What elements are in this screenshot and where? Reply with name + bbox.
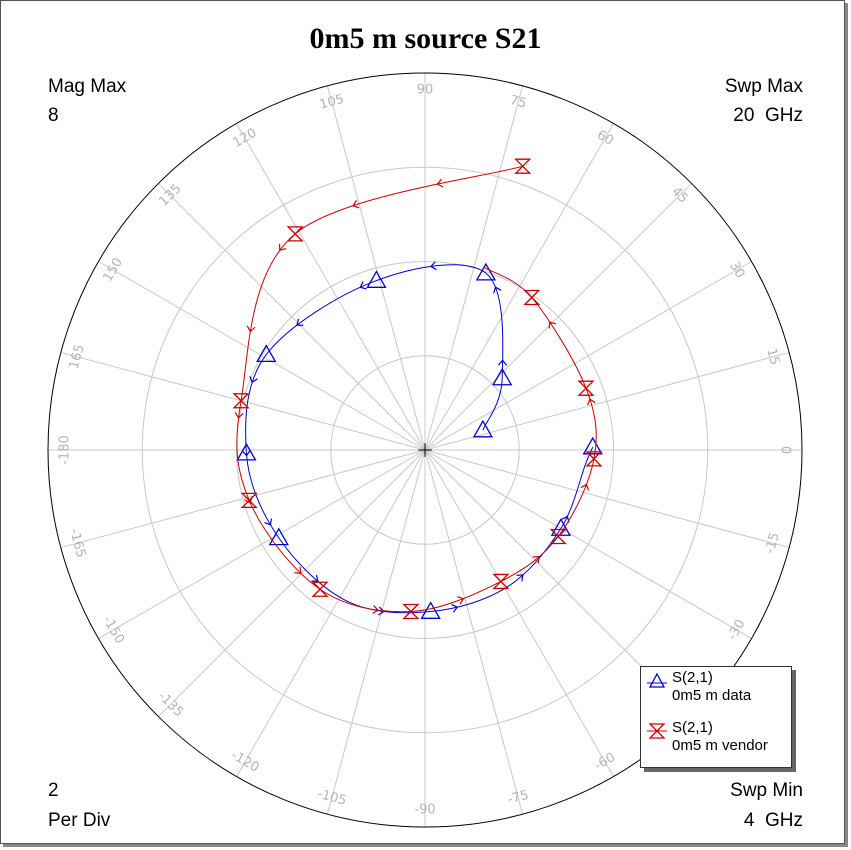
legend-entry-data: S(2,1) 0m5 m data (641, 667, 791, 715)
direction-arrow (378, 606, 385, 616)
angle-tick-label: -75 (506, 788, 530, 808)
data-marker (366, 270, 387, 288)
angle-tick-label: 120 (230, 126, 259, 151)
data-marker (523, 289, 541, 306)
data-marker (472, 419, 494, 438)
direction-arrow (587, 398, 596, 406)
direction-arrow (451, 603, 459, 613)
legend-entry-vendor: S(2,1) 0m5 m vendor (641, 717, 791, 765)
direction-arrow (311, 574, 319, 582)
data-marker (550, 518, 572, 536)
angle-tick-label: -150 (99, 613, 127, 646)
angle-tick-label: -15 (763, 531, 783, 555)
angle-tick-label: -180 (58, 435, 73, 465)
angle-tick-label: -120 (228, 748, 261, 776)
legend-series-name: S(2,1) (672, 669, 713, 686)
direction-arrow (429, 261, 437, 271)
data-marker (585, 451, 603, 467)
direction-arrow (580, 483, 590, 491)
grid-circle (330, 355, 520, 545)
data-marker (582, 436, 603, 455)
angle-tick-label: -30 (725, 617, 749, 643)
direction-arrow (493, 286, 502, 294)
direction-arrow (532, 556, 541, 564)
data-marker (549, 528, 567, 545)
data-marker (311, 581, 329, 597)
data-marker (286, 226, 304, 242)
swp-min-value: 4 GHz (743, 810, 803, 831)
hourglass-marker-icon (647, 723, 667, 739)
legend-series-description: 0m5 m vendor (672, 737, 768, 754)
data-marker (268, 527, 289, 546)
data-marker (402, 603, 420, 620)
data-marker (492, 367, 513, 386)
angle-tick-label: -105 (316, 787, 348, 809)
direction-arrow (296, 318, 304, 326)
legend: S(2,1) 0m5 m data S(2,1) 0m5 m vendor (640, 666, 792, 768)
chart-title: 0m5 m source S21 (309, 22, 542, 55)
mag-max-label: Mag Max (48, 76, 127, 97)
direction-arrow (372, 605, 379, 615)
grid-circle (141, 166, 709, 734)
legend-series-name: S(2,1) (672, 719, 713, 736)
direction-arrow (516, 574, 524, 582)
direction-arrow (498, 359, 508, 366)
direction-arrow (278, 243, 287, 252)
grid-circle (236, 261, 614, 639)
angle-tick-label: 60 (594, 128, 616, 149)
direction-arrow (234, 412, 244, 419)
mag-max-value: 8 (48, 105, 59, 126)
angle-tick-label: 15 (763, 347, 782, 367)
data-marker (475, 262, 497, 281)
triangle-marker-icon (647, 672, 667, 688)
swp-min-label: Swp Min (730, 780, 803, 801)
angle-tick-label: -165 (66, 527, 88, 559)
series-line (236, 165, 597, 613)
swp-max-label: Swp Max (724, 76, 803, 97)
direction-arrow (548, 321, 557, 329)
data-marker (256, 344, 277, 363)
data-marker (577, 380, 595, 396)
direction-arrow (246, 325, 256, 333)
angle-tick-label: 165 (67, 343, 88, 371)
angle-tick-label: 30 (726, 259, 747, 281)
angle-tick-label: 90 (417, 83, 434, 98)
direction-arrow (359, 281, 367, 290)
direction-arrow (457, 596, 465, 605)
direction-arrow (436, 178, 444, 188)
series-line (245, 264, 594, 614)
data-marker (492, 573, 510, 590)
outer-circle (47, 72, 803, 828)
data-marker (236, 442, 257, 461)
direction-arrow (264, 518, 273, 526)
angle-tick-label: 0 (778, 446, 793, 454)
direction-arrow (249, 376, 258, 384)
direction-arrow (241, 449, 251, 457)
data-marker (232, 393, 250, 409)
angle-tick-label: -60 (592, 750, 618, 774)
data-marker (240, 492, 258, 509)
data-marker (514, 158, 532, 174)
angle-tick-label: 150 (101, 255, 126, 284)
angle-tick-label: 75 (508, 93, 528, 112)
angle-tick-label: -90 (414, 803, 435, 818)
per-div-value: 2 (48, 780, 59, 801)
direction-arrow (352, 200, 360, 209)
swp-max-value: 20 GHz (733, 105, 803, 126)
per-div-label: Per Div (48, 810, 111, 831)
legend-series-description: 0m5 m data (672, 687, 752, 704)
direction-arrow (294, 566, 302, 574)
data-marker (420, 601, 441, 619)
angle-tick-label: 105 (318, 92, 346, 113)
